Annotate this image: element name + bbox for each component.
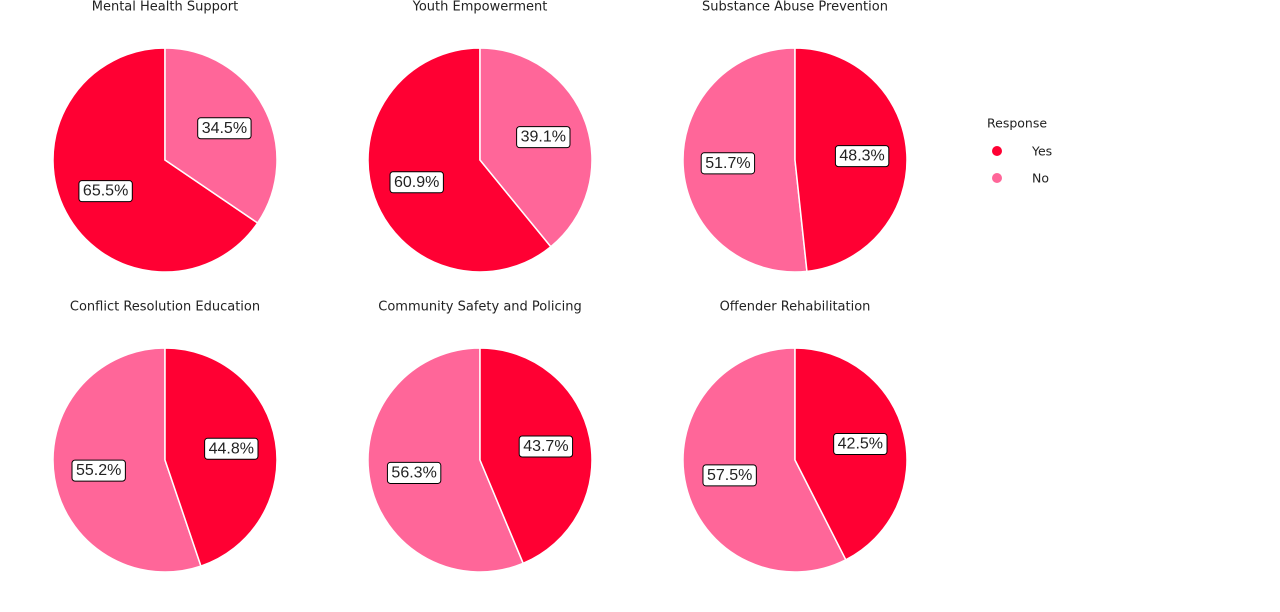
data-label-text: 42.5% — [838, 436, 883, 453]
legend-label: Yes — [1031, 144, 1052, 159]
pie-slice — [367, 47, 552, 273]
pie-slice — [52, 347, 202, 573]
data-label-text: 57.5% — [707, 467, 752, 484]
data-label-text: 34.5% — [202, 120, 247, 137]
data-label: 44.8% — [204, 437, 259, 460]
data-label-box — [78, 180, 133, 203]
data-label: 39.1% — [516, 126, 571, 149]
data-label-box — [518, 435, 574, 458]
data-label: 55.2% — [71, 459, 126, 482]
data-label: 43.7% — [518, 435, 574, 458]
pie-slice — [367, 347, 525, 573]
data-label: 34.5% — [197, 117, 252, 140]
pie-slice — [52, 47, 259, 273]
pie-title: Mental Health Support — [92, 0, 238, 15]
pie-title: Community Safety and Policing — [378, 300, 581, 315]
data-label-box — [197, 117, 252, 140]
data-label: 60.9% — [389, 171, 444, 194]
pie-title: Conflict Resolution Education — [70, 300, 260, 315]
pie-slice — [682, 347, 847, 573]
data-label-box — [700, 152, 756, 175]
legend-marker — [992, 173, 1002, 183]
data-label-text: 65.5% — [83, 183, 128, 200]
data-label-text: 39.1% — [521, 129, 566, 146]
pie-title: Substance Abuse Prevention — [702, 0, 888, 15]
data-label-box — [702, 464, 757, 487]
data-label-text: 55.2% — [76, 462, 121, 479]
data-label-text: 44.8% — [209, 440, 254, 457]
data-label-box — [389, 171, 444, 194]
data-label: 65.5% — [78, 180, 133, 203]
data-label-text: 43.7% — [523, 438, 568, 455]
data-label-box — [833, 433, 888, 456]
data-label-text: 56.3% — [391, 464, 436, 481]
data-label-text: 48.3% — [839, 148, 884, 165]
data-label-box — [834, 145, 890, 168]
data-label: 51.7% — [700, 152, 756, 175]
data-label: 57.5% — [702, 464, 757, 487]
legend-label: No — [1032, 171, 1049, 186]
pie-title: Offender Rehabilitation — [720, 300, 871, 315]
data-label: 48.3% — [834, 145, 890, 168]
pie-title: Youth Empowerment — [412, 0, 548, 15]
data-label: 42.5% — [833, 433, 888, 456]
data-label-text: 60.9% — [394, 174, 439, 191]
data-label-box — [71, 459, 126, 482]
data-label-box — [516, 126, 571, 149]
data-label-box — [204, 437, 259, 460]
legend-marker — [992, 146, 1002, 156]
data-label-text: 51.7% — [705, 155, 750, 172]
data-label: 56.3% — [386, 461, 442, 484]
legend-title: Response — [987, 116, 1047, 131]
data-label-box — [386, 461, 442, 484]
